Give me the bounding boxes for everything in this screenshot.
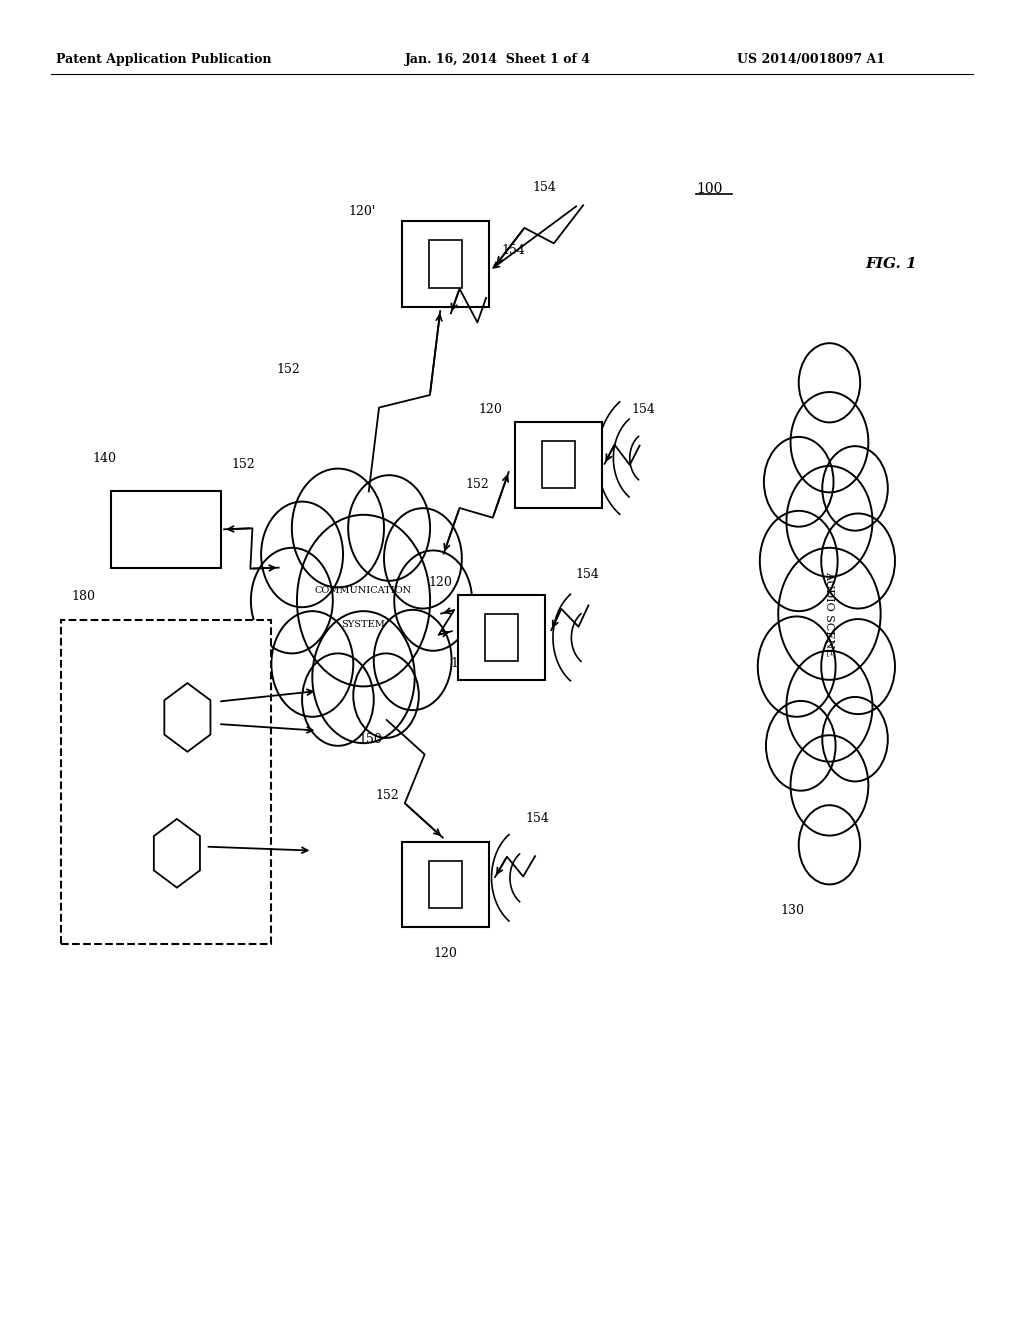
Text: 100: 100 xyxy=(696,182,723,195)
Text: 120: 120 xyxy=(428,576,452,589)
Bar xyxy=(61,620,271,944)
Text: SERVER: SERVER xyxy=(138,523,194,536)
Text: 154: 154 xyxy=(502,244,525,257)
Circle shape xyxy=(786,466,872,577)
Circle shape xyxy=(786,651,872,762)
Circle shape xyxy=(778,548,881,680)
Circle shape xyxy=(302,653,374,746)
Bar xyxy=(401,220,489,306)
Circle shape xyxy=(394,550,472,651)
Text: 120: 120 xyxy=(433,946,457,960)
Circle shape xyxy=(766,701,836,791)
Text: FIG. 1: FIG. 1 xyxy=(865,257,916,271)
Text: 130: 130 xyxy=(780,904,804,917)
Circle shape xyxy=(822,697,888,781)
Bar xyxy=(429,240,462,288)
Text: Patent Application Publication: Patent Application Publication xyxy=(56,53,271,66)
Text: 120: 120 xyxy=(478,403,502,416)
Circle shape xyxy=(764,437,834,527)
Text: 180: 180 xyxy=(72,590,95,603)
Polygon shape xyxy=(164,684,211,752)
Bar xyxy=(111,491,221,568)
Circle shape xyxy=(292,469,384,587)
Text: 150: 150 xyxy=(358,733,382,746)
Text: US 2014/0018097 A1: US 2014/0018097 A1 xyxy=(737,53,886,66)
Text: 152: 152 xyxy=(231,458,255,471)
Text: 182: 182 xyxy=(116,793,139,807)
Text: 154: 154 xyxy=(575,568,599,581)
Circle shape xyxy=(348,475,430,581)
Text: 152: 152 xyxy=(376,789,399,803)
Text: POSITIONING
SYSTEM: POSITIONING SYSTEM xyxy=(70,743,89,821)
Bar xyxy=(515,421,602,507)
Circle shape xyxy=(799,805,860,884)
Circle shape xyxy=(799,343,860,422)
Text: 140: 140 xyxy=(92,451,116,465)
Polygon shape xyxy=(154,818,200,887)
Text: 182: 182 xyxy=(131,659,155,671)
Circle shape xyxy=(821,619,895,714)
Bar xyxy=(542,441,574,488)
Circle shape xyxy=(791,735,868,836)
Circle shape xyxy=(251,548,333,653)
Circle shape xyxy=(758,616,836,717)
Circle shape xyxy=(261,502,343,607)
Text: 152: 152 xyxy=(451,657,474,671)
Circle shape xyxy=(271,611,353,717)
Circle shape xyxy=(821,513,895,609)
Text: AUDIO SCENE: AUDIO SCENE xyxy=(824,572,835,656)
Circle shape xyxy=(384,508,462,609)
Text: 154: 154 xyxy=(525,812,549,825)
Text: 152: 152 xyxy=(466,478,489,491)
Text: 152: 152 xyxy=(276,363,300,376)
Text: 154: 154 xyxy=(532,181,556,194)
Bar xyxy=(401,842,489,927)
Text: 120': 120' xyxy=(348,205,376,218)
Bar xyxy=(459,594,545,681)
Circle shape xyxy=(374,610,452,710)
Circle shape xyxy=(312,611,415,743)
Bar xyxy=(429,861,462,908)
Circle shape xyxy=(297,515,430,686)
Text: COMMUNICATION: COMMUNICATION xyxy=(315,586,412,594)
Circle shape xyxy=(822,446,888,531)
Circle shape xyxy=(353,653,419,738)
Text: Jan. 16, 2014  Sheet 1 of 4: Jan. 16, 2014 Sheet 1 of 4 xyxy=(404,53,591,66)
Circle shape xyxy=(760,511,838,611)
Bar xyxy=(485,614,518,661)
Circle shape xyxy=(791,392,868,492)
Text: SYSTEM: SYSTEM xyxy=(342,620,385,628)
Text: 154: 154 xyxy=(632,403,655,416)
